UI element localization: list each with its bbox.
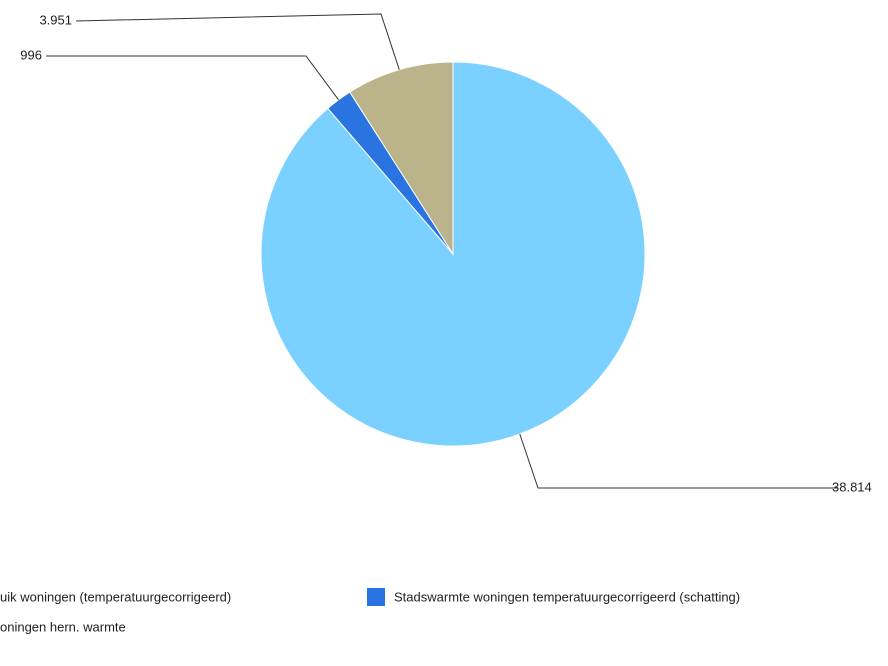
- leader-line-gasverbruik: [519, 433, 838, 489]
- pie-slices: [260, 61, 646, 447]
- data-label-stadswarmte: 996: [20, 47, 42, 62]
- legend-label-gasverbruik: uik woningen (temperatuurgecorrigeerd): [0, 589, 231, 604]
- data-labels: 38.814 996 3.951: [20, 12, 871, 494]
- legend-label-hernieuwbare-warmte: oningen hern. warmte: [0, 619, 126, 634]
- leader-line-stadswarmte: [46, 55, 339, 101]
- data-label-gasverbruik: 38.814: [832, 479, 872, 494]
- legend-swatch-stadswarmte: [367, 588, 385, 606]
- leader-lines: [46, 13, 838, 489]
- legend-label-stadswarmte: Stadswarmte woningen temperatuurgecorrig…: [394, 589, 740, 604]
- legend: uik woningen (temperatuurgecorrigeerd) S…: [0, 588, 740, 634]
- data-label-hernieuwbare-warmte: 3.951: [39, 12, 72, 27]
- leader-line-hernieuwbare-warmte: [75, 13, 400, 70]
